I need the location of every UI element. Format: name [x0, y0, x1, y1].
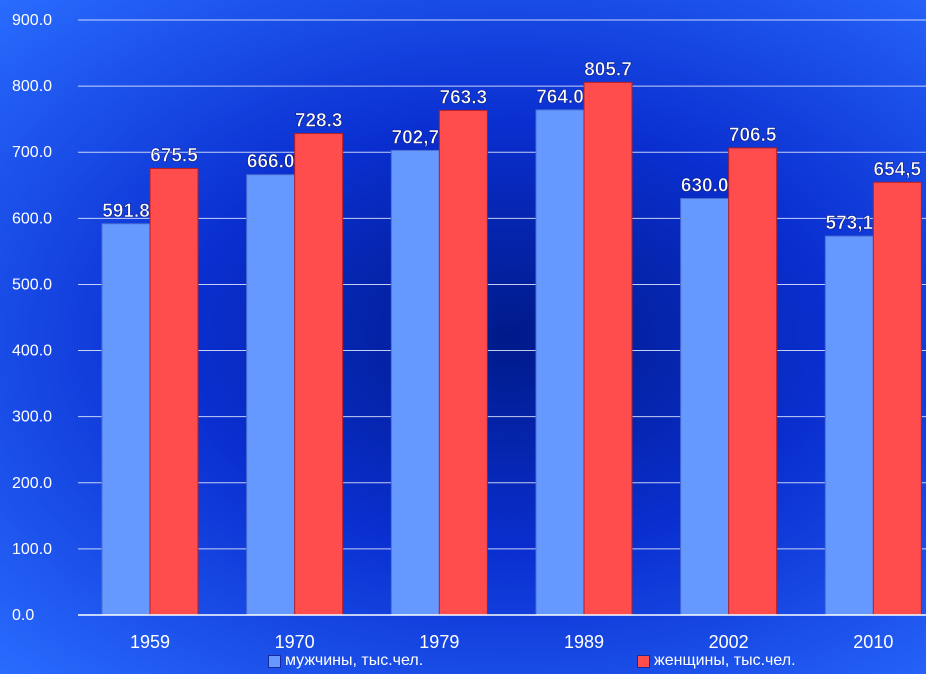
x-tick-label: 2010	[853, 632, 893, 652]
y-tick-label: 500.0	[12, 276, 52, 293]
data-label-women: 728.3	[295, 111, 343, 132]
bar-men	[101, 223, 151, 616]
bar-men	[535, 109, 585, 616]
y-tick-label: 200.0	[12, 475, 52, 492]
bar-men	[824, 235, 874, 616]
data-label-women: 675.5	[150, 145, 198, 166]
bar-women	[872, 181, 922, 616]
y-tick-label: 300.0	[12, 409, 52, 426]
y-tick-label: 600.0	[12, 210, 52, 227]
legend-item-men: мужчины, тыс.чел.	[268, 652, 423, 670]
data-label-women: 763.3	[440, 87, 488, 108]
legend-label-women: женщины, тыс.чел.	[654, 652, 796, 669]
data-label-men: 702,7	[392, 127, 440, 148]
y-tick-label: 800.0	[12, 78, 52, 95]
bar-men	[390, 149, 440, 616]
bar-men	[680, 198, 730, 616]
x-tick-label: 1989	[564, 632, 604, 652]
legend-label-men: мужчины, тыс.чел.	[285, 652, 424, 669]
bar-women	[149, 167, 199, 616]
legend: мужчины, тыс.чел. женщины, тыс.чел.	[0, 652, 926, 674]
data-label-men: 573,1	[826, 213, 874, 234]
x-tick-label: 1970	[275, 632, 315, 652]
bar-women	[294, 133, 344, 616]
bar-men	[246, 174, 296, 616]
x-tick-label: 1979	[419, 632, 459, 652]
data-label-women: 706.5	[729, 125, 777, 146]
data-label-women: 805.7	[584, 59, 632, 80]
y-tick-label: 900.0	[12, 12, 52, 29]
bar-women	[438, 109, 488, 616]
y-tick-label: 700.0	[12, 144, 52, 161]
data-label-men: 630.0	[681, 176, 729, 197]
data-label-women: 654,5	[874, 159, 922, 180]
y-tick-label: 0.0	[12, 607, 34, 624]
bar-women	[728, 147, 778, 616]
data-label-men: 666.0	[247, 152, 295, 173]
legend-item-women: женщины, тыс.чел.	[637, 652, 796, 670]
data-label-men: 591.8	[102, 201, 150, 222]
y-tick-label: 400.0	[12, 343, 52, 360]
legend-swatch-women	[637, 654, 650, 668]
x-tick-label: 2002	[709, 632, 749, 652]
legend-swatch-men	[268, 654, 281, 668]
y-tick-label: 100.0	[12, 541, 52, 558]
data-label-men: 764.0	[536, 87, 584, 108]
x-tick-label: 1959	[130, 632, 170, 652]
bar-women	[583, 81, 633, 616]
